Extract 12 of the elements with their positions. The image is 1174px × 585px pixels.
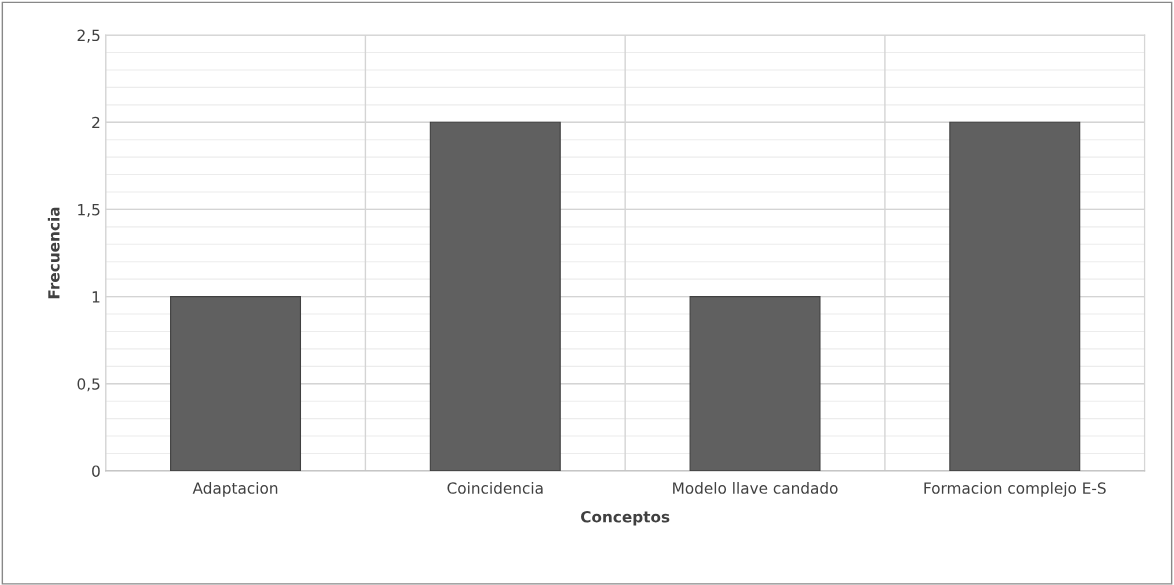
x-tick-label: Formacion complejo E-S [924, 482, 1106, 497]
x-tick-label: Adaptacion [192, 482, 278, 497]
x-tick-label: Coincidencia [447, 482, 543, 494]
y-tick-label: 2 [92, 116, 100, 129]
y-tick-label: 2,5 [77, 29, 100, 43]
x-tick-label: Modelo llave candado [673, 482, 838, 494]
y-axis-title: Frecuencia [47, 207, 60, 299]
y-tick-label: 0 [92, 465, 100, 477]
y-tick-label: 1 [92, 291, 100, 303]
x-axis-title: Conceptos [581, 510, 670, 526]
y-tick-label: 0,5 [77, 378, 100, 392]
y-tick-label: 1,5 [78, 204, 100, 218]
